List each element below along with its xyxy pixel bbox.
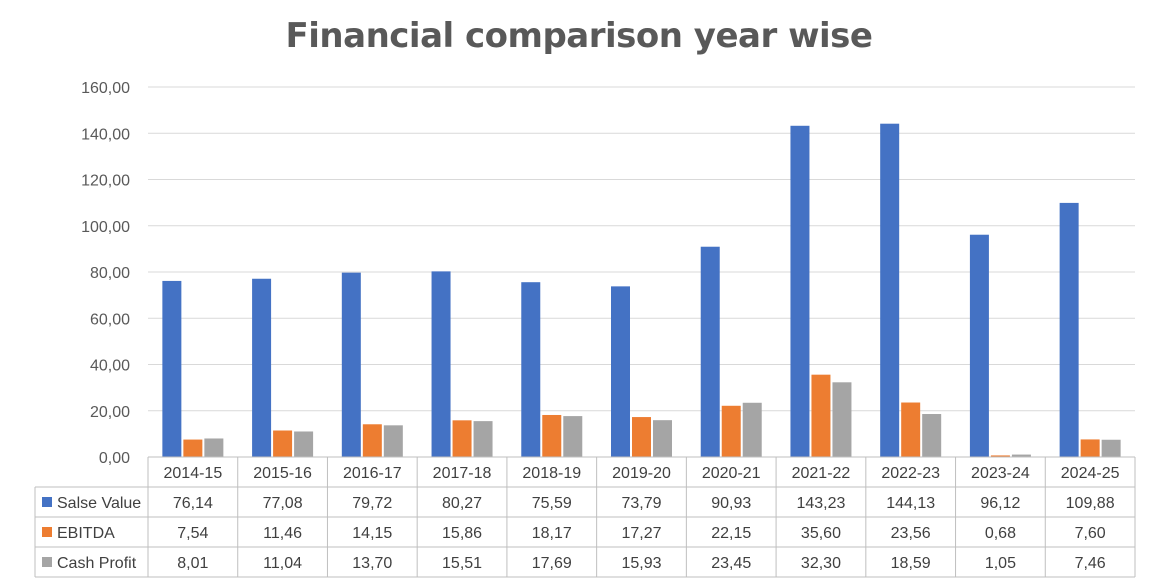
legend-label: Cash Profit [57, 555, 137, 572]
data-table-value: 23,56 [891, 525, 931, 542]
data-table-value: 18,59 [891, 555, 931, 572]
data-table-value: 17,69 [532, 555, 572, 572]
bar-cash-profit [383, 425, 403, 457]
bar-ebitda [362, 424, 382, 457]
x-tick-label: 2017-18 [433, 465, 492, 482]
bar-cash-profit [653, 420, 672, 457]
y-tick-label: 0,00 [99, 450, 130, 467]
bar-ebitda [273, 430, 293, 457]
x-tick-label: 2024-25 [1061, 465, 1120, 482]
bar-ebitda [542, 414, 562, 457]
bar-ebitda [811, 374, 831, 457]
bar-ebitda [632, 417, 651, 457]
bar-ebitda [901, 402, 921, 457]
data-table-value: 35,60 [801, 525, 841, 542]
bar-ebitda [721, 405, 741, 457]
data-table-value: 109,88 [1066, 495, 1115, 512]
bar-ebitda [183, 439, 203, 457]
bar-salse-value [790, 125, 810, 457]
y-tick-label: 20,00 [90, 404, 130, 421]
legend-swatch [42, 527, 52, 537]
legend-label: Salse Value [57, 495, 141, 512]
data-table-value: 8,01 [177, 555, 208, 572]
data-table-value: 90,93 [711, 495, 751, 512]
bar-cash-profit [204, 438, 224, 457]
data-table-value: 75,59 [532, 495, 572, 512]
x-tick-label: 2022-23 [881, 465, 940, 482]
bar-cash-profit [832, 382, 852, 457]
x-tick-label: 2019-20 [612, 465, 671, 482]
chart-title: Financial comparison year wise [285, 16, 873, 56]
bar-salse-value [521, 282, 541, 457]
bar-salse-value [700, 246, 720, 457]
x-tick-label: 2021-22 [792, 465, 851, 482]
y-tick-label: 80,00 [90, 265, 130, 282]
data-table-value: 22,15 [711, 525, 751, 542]
data-table-value: 79,72 [352, 495, 392, 512]
y-tick-label: 120,00 [81, 173, 130, 190]
legend-label: EBITDA [57, 525, 115, 542]
legend-swatch [42, 557, 52, 567]
data-table-value: 96,12 [980, 495, 1020, 512]
x-tick-label: 2023-24 [971, 465, 1030, 482]
data-table-value: 15,51 [442, 555, 482, 572]
legend-swatch [42, 497, 52, 507]
data-table-value: 73,79 [621, 495, 661, 512]
data-table-value: 7,46 [1075, 555, 1106, 572]
bar-cash-profit [742, 402, 762, 457]
bar-salse-value [1059, 202, 1079, 457]
data-table-value: 7,60 [1075, 525, 1106, 542]
data-table-value: 80,27 [442, 495, 482, 512]
data-table-value: 17,27 [621, 525, 661, 542]
data-table-value: 143,23 [796, 495, 845, 512]
bar-cash-profit [294, 431, 314, 457]
data-table-value: 76,14 [173, 495, 213, 512]
bar-ebitda [1080, 439, 1100, 457]
bar-cash-profit [922, 414, 942, 457]
y-tick-label: 40,00 [90, 358, 130, 375]
x-tick-label: 2018-19 [522, 465, 581, 482]
data-table-value: 0,68 [985, 525, 1016, 542]
x-tick-label: 2020-21 [702, 465, 761, 482]
y-tick-label: 160,00 [81, 80, 130, 97]
bar-ebitda [452, 420, 472, 457]
data-table-value: 32,30 [801, 555, 841, 572]
x-tick-label: 2016-17 [343, 465, 402, 482]
data-table-value: 14,15 [352, 525, 392, 542]
bar-salse-value [252, 278, 272, 457]
x-tick-label: 2015-16 [253, 465, 312, 482]
y-tick-label: 140,00 [81, 126, 130, 143]
data-table-value: 77,08 [263, 495, 303, 512]
data-table-value: 18,17 [532, 525, 572, 542]
bar-salse-value [162, 280, 182, 457]
x-tick-label: 2014-15 [164, 465, 223, 482]
y-tick-label: 100,00 [81, 219, 130, 236]
bar-cash-profit [563, 416, 583, 457]
bar-salse-value [341, 272, 361, 457]
bar-salse-value [969, 234, 989, 457]
bar-cash-profit [1101, 439, 1121, 457]
bar-cash-profit [473, 421, 493, 457]
data-table-value: 1,05 [985, 555, 1016, 572]
data-table-value: 23,45 [711, 555, 751, 572]
data-table-value: 15,86 [442, 525, 482, 542]
data-table-value: 15,93 [621, 555, 661, 572]
data-table-value: 11,04 [263, 555, 302, 572]
bar-cash-profit [1011, 454, 1031, 457]
bar-ebitda [990, 455, 1010, 457]
data-table-value: 7,54 [177, 525, 208, 542]
data-table-value: 144,13 [886, 495, 935, 512]
data-table-value: 11,46 [263, 525, 302, 542]
bar-salse-value [880, 123, 900, 457]
data-table-value: 13,70 [352, 555, 392, 572]
bar-salse-value [431, 271, 451, 457]
bar-salse-value [611, 286, 630, 457]
y-tick-label: 60,00 [90, 311, 130, 328]
